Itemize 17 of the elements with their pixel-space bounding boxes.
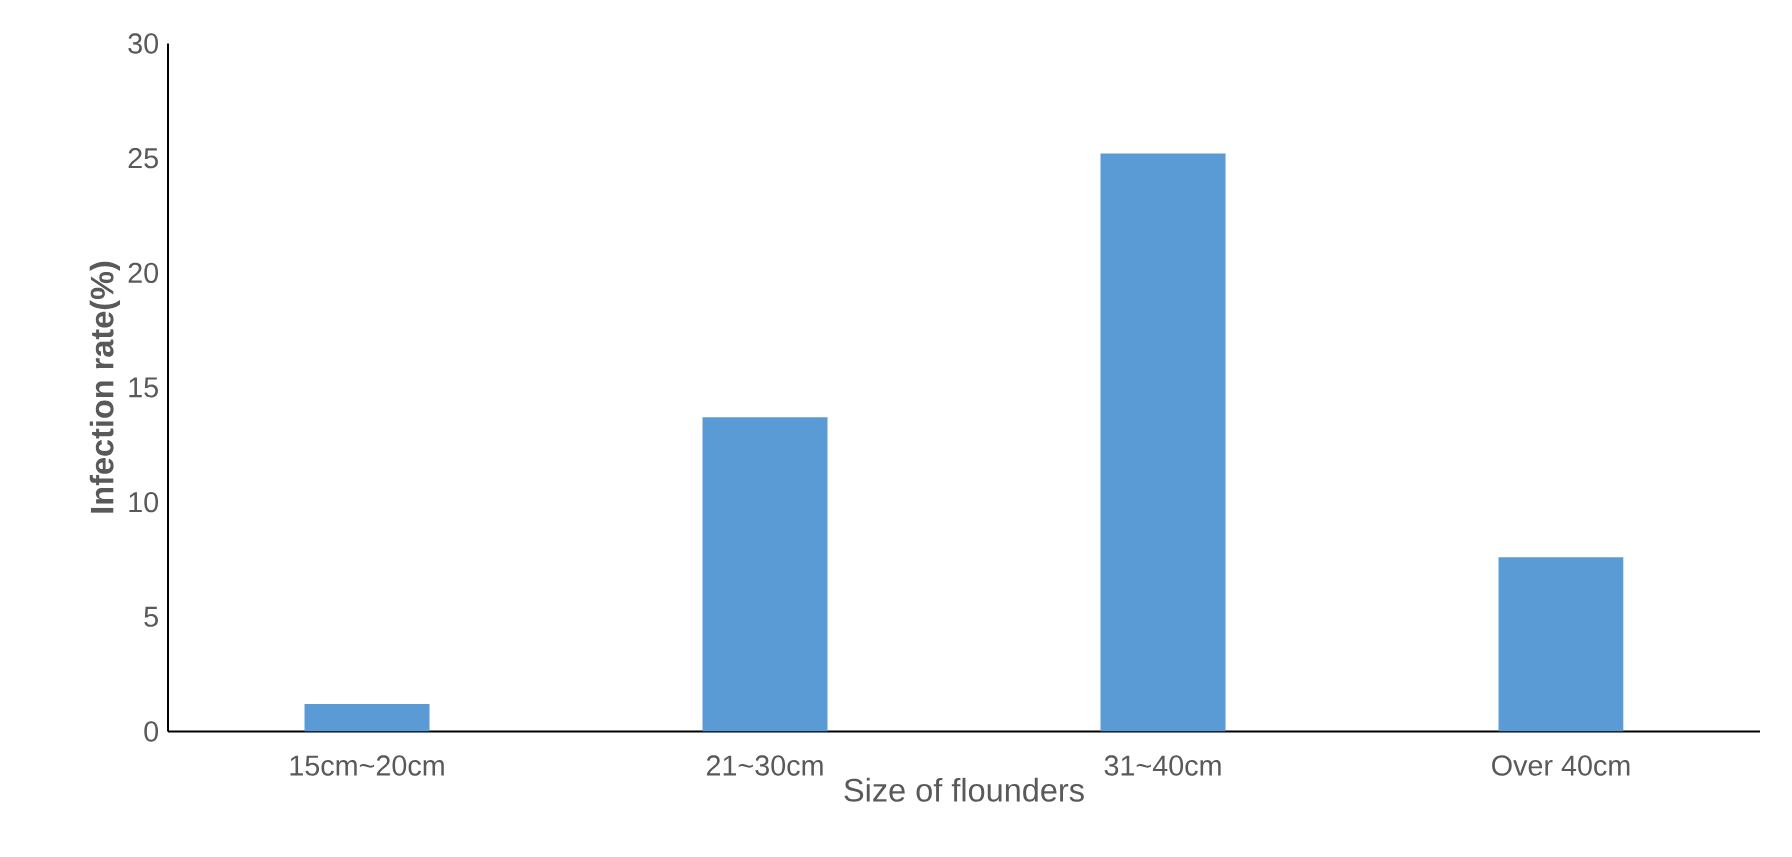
y-tick-label: 20 [128,262,159,284]
y-tick-label: 10 [129,491,159,513]
y-tick-label: 5 [144,606,158,627]
x-tick-label: 31~40cm [1104,755,1221,776]
x-axis-title: Size of flounders [844,777,1084,802]
bar [1498,557,1624,732]
bar [304,703,430,732]
x-tick-label: 15cm~20cm [290,755,444,776]
bar [702,417,828,732]
x-tick-label: Over 40cm [1492,755,1630,776]
y-tick-label: 30 [128,33,159,54]
y-tick-label: 25 [128,147,158,169]
x-tick-label: 21~30cm [706,755,823,776]
y-tick-label: 0 [144,721,159,742]
bar [1100,153,1226,732]
y-axis-title: Infection rate(%) [89,261,121,513]
y-tick-label: 15 [129,377,158,398]
